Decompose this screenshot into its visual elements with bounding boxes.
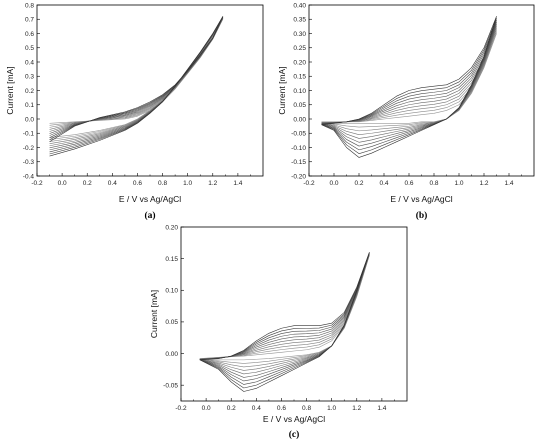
y-tick-label: -0.4 bbox=[23, 173, 35, 180]
y-tick-label: 0.10 bbox=[293, 88, 306, 95]
x-tick-label: 0.0 bbox=[58, 180, 67, 187]
y-tick-label: 0.05 bbox=[165, 319, 178, 326]
x-tick-label: 1.2 bbox=[352, 405, 361, 412]
y-tick-label: -0.2 bbox=[23, 145, 35, 152]
y-tick-label: 0.15 bbox=[165, 256, 178, 263]
x-tick-label: -0.2 bbox=[303, 180, 315, 187]
cv-cycle-7 bbox=[321, 21, 497, 147]
x-tick-label: 0.0 bbox=[202, 405, 211, 412]
chart-panel-b: -0.2 0.0 0.2 0.4 0.6 0.8 1.0 1.2 1.4 -0.20 -0.15 -0… bbox=[277, 2, 535, 221]
cv-cycle-3 bbox=[199, 254, 370, 368]
x-tick-label: 1.0 bbox=[327, 405, 336, 412]
plot-frame bbox=[180, 226, 408, 402]
y-tick-label: 0.30 bbox=[293, 31, 306, 38]
panel-label: (b) bbox=[416, 210, 428, 221]
cv-cycle-2 bbox=[199, 254, 370, 364]
y-tick-label: -0.1 bbox=[23, 131, 35, 138]
cv-cycle-9 bbox=[321, 18, 497, 154]
y-tick-label: -0.15 bbox=[291, 159, 306, 166]
x-tick-label: 0.8 bbox=[429, 180, 438, 187]
cv-cycle-9 bbox=[199, 252, 370, 389]
cv-cycle-5 bbox=[49, 17, 224, 147]
cv-cycle-10 bbox=[321, 16, 497, 158]
x-tick-label: 0.6 bbox=[133, 180, 142, 187]
x-tick-label: 0.6 bbox=[277, 405, 286, 412]
y-axis-label: Current [mA] bbox=[149, 290, 159, 338]
x-tick-label: 0.2 bbox=[83, 180, 92, 187]
cv-cycle-7 bbox=[49, 17, 224, 151]
cv-cycle-8 bbox=[321, 19, 497, 151]
y-axis-label: Current [mA] bbox=[5, 66, 15, 114]
y-tick-label: 0.0 bbox=[25, 116, 34, 123]
x-tick-label: 0.4 bbox=[379, 180, 388, 187]
y-tick-label: -0.05 bbox=[163, 382, 178, 389]
y-tick-label: 0.05 bbox=[293, 102, 306, 109]
y-axis-label: Current [mA] bbox=[277, 66, 287, 114]
y-tick-label: 0.00 bbox=[165, 351, 178, 358]
x-tick-label: 0.2 bbox=[354, 180, 363, 187]
y-tick-label: 0.20 bbox=[293, 59, 306, 66]
y-tick-label: -0.10 bbox=[291, 145, 306, 152]
x-axis-label: E / V vs Ag/AgCl bbox=[119, 194, 181, 204]
cv-cycle-1 bbox=[321, 33, 497, 124]
x-tick-label: 1.0 bbox=[183, 180, 192, 187]
cv-cycle-9 bbox=[49, 16, 224, 155]
y-tick-label: 0.3 bbox=[25, 74, 34, 81]
y-tick-label: 0.25 bbox=[293, 45, 306, 52]
x-tick-label: 0.4 bbox=[252, 405, 261, 412]
x-tick-label: -0.2 bbox=[175, 405, 187, 412]
cv-cycle-8 bbox=[49, 16, 224, 153]
panel-label: (a) bbox=[144, 210, 155, 221]
cv-cycle-10 bbox=[199, 252, 370, 392]
y-tick-label: 0.40 bbox=[293, 2, 306, 9]
x-tick-label: 0.8 bbox=[158, 180, 167, 187]
y-tick-label: -0.20 bbox=[291, 173, 306, 180]
cv-cycle-5 bbox=[321, 25, 497, 139]
y-tick-label: 0.10 bbox=[165, 288, 178, 295]
y-tick-label: 0.00 bbox=[293, 116, 306, 123]
x-tick-label: 0.2 bbox=[227, 405, 236, 412]
plot-frame bbox=[36, 4, 264, 177]
cv-cycle-6 bbox=[49, 17, 224, 149]
cv-cycle-1 bbox=[199, 255, 370, 361]
y-tick-label: 0.1 bbox=[25, 102, 34, 109]
y-tick-label: 0.7 bbox=[25, 17, 34, 24]
y-tick-label: 0.20 bbox=[165, 224, 178, 231]
x-tick-label: -0.2 bbox=[31, 180, 43, 187]
cv-cycle-4 bbox=[321, 27, 497, 135]
cv-cycle-2 bbox=[321, 31, 497, 128]
y-tick-label: 0.4 bbox=[25, 59, 34, 66]
x-tick-label: 0.6 bbox=[404, 180, 413, 187]
y-tick-label: -0.05 bbox=[291, 131, 306, 138]
y-tick-label: 0.2 bbox=[25, 88, 34, 95]
y-tick-label: 0.8 bbox=[25, 2, 34, 9]
cv-cycle-10 bbox=[49, 16, 224, 157]
y-tick-label: 0.5 bbox=[25, 45, 34, 52]
x-tick-label: 1.2 bbox=[479, 180, 488, 187]
x-tick-label: 1.2 bbox=[208, 180, 217, 187]
x-tick-label: 0.8 bbox=[302, 405, 311, 412]
panel-label: (c) bbox=[289, 429, 300, 440]
cv-cycle-3 bbox=[321, 29, 497, 132]
chart-panel-a: -0.2 0.0 0.2 0.4 0.6 0.8 1.0 1.2 1.4 -0.4 -0.3 -0.2… bbox=[5, 2, 264, 221]
x-tick-label: 0.4 bbox=[108, 180, 117, 187]
y-tick-label: 0.35 bbox=[293, 17, 306, 24]
cv-cycle-6 bbox=[321, 23, 497, 143]
x-axis-label: E / V vs Ag/AgCl bbox=[263, 414, 325, 424]
x-tick-label: 1.4 bbox=[504, 180, 513, 187]
chart-panel-c: -0.2 0.0 0.2 0.4 0.6 0.8 1.0 1.2 1.4 -0.05 0.00 0.0… bbox=[149, 224, 408, 440]
y-tick-label: 0.6 bbox=[25, 31, 34, 38]
x-tick-label: 1.4 bbox=[377, 405, 386, 412]
x-axis-label: E / V vs Ag/AgCl bbox=[390, 194, 452, 204]
x-tick-label: 0.0 bbox=[329, 180, 338, 187]
x-tick-label: 1.0 bbox=[454, 180, 463, 187]
y-tick-label: -0.3 bbox=[23, 159, 35, 166]
y-tick-label: 0.15 bbox=[293, 74, 306, 81]
x-tick-label: 1.4 bbox=[233, 180, 242, 187]
